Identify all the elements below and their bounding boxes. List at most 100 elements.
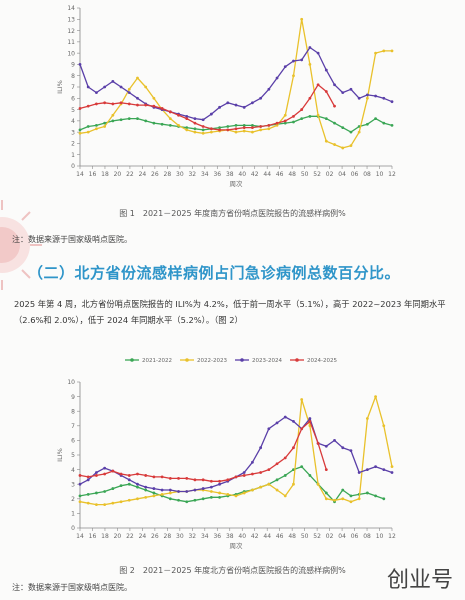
series-point-2023-2024 <box>341 446 345 450</box>
x-tick-label: 42 <box>251 533 259 540</box>
series-point-2023-2024 <box>324 68 328 72</box>
legend-label: 2024-2025 <box>307 358 337 364</box>
series-point-2021-2022 <box>160 122 164 126</box>
series-point-2022-2023 <box>365 96 369 100</box>
x-tick-label: 14 <box>76 533 84 540</box>
x-tick-label: 36 <box>213 533 221 540</box>
series-point-2022-2023 <box>111 113 115 117</box>
series-point-2022-2023 <box>185 128 189 132</box>
series-point-2023-2024 <box>267 87 271 91</box>
series-point-2023-2024 <box>365 93 369 97</box>
x-tick-label: 48 <box>288 171 296 178</box>
y-tick-label: 2 <box>71 496 75 503</box>
series-point-2021-2022 <box>185 126 189 130</box>
series-point-2022-2023 <box>168 491 172 495</box>
x-tick-label: 20 <box>114 171 122 178</box>
series-point-2022-2023 <box>251 130 254 134</box>
series-point-2022-2023 <box>234 130 238 134</box>
x-tick-label: 42 <box>251 171 259 178</box>
series-point-2022-2023 <box>78 500 82 504</box>
series-point-2022-2023 <box>267 127 271 131</box>
series-point-2021-2022 <box>119 484 123 488</box>
series-point-2024-2025 <box>127 102 131 106</box>
series-point-2021-2022 <box>177 498 180 502</box>
series-point-2024-2025 <box>251 126 254 130</box>
series-point-2023-2024 <box>283 65 287 69</box>
series-point-2024-2025 <box>111 102 115 106</box>
series-point-2021-2022 <box>251 123 254 127</box>
legend-item-2021-2022: 2021-2022 <box>125 358 172 364</box>
y-tick-label: 4 <box>71 118 75 125</box>
series-point-2023-2024 <box>201 118 205 122</box>
series-point-2021-2022 <box>365 122 369 126</box>
series-line-2024-2025 <box>79 84 336 131</box>
y-tick-label: 13 <box>67 16 75 23</box>
x-tick-label: 44 <box>263 171 271 178</box>
series-point-2021-2022 <box>201 128 205 132</box>
series-point-2022-2023 <box>374 51 377 55</box>
y-tick-label: 14 <box>67 5 75 12</box>
series-point-2022-2023 <box>251 488 254 492</box>
series-point-2021-2022 <box>136 117 139 120</box>
series-point-2023-2024 <box>300 58 304 62</box>
series-point-2022-2023 <box>152 494 156 498</box>
series-point-2021-2022 <box>152 121 156 125</box>
x-tick-label: 36 <box>213 171 221 178</box>
series-point-2024-2025 <box>177 476 180 480</box>
series-point-2021-2022 <box>300 117 304 120</box>
series-point-2023-2024 <box>160 488 164 492</box>
series-point-2023-2024 <box>136 482 139 486</box>
series-point-2024-2025 <box>78 107 82 110</box>
series-point-2022-2023 <box>300 17 304 21</box>
series-point-2022-2023 <box>333 498 336 502</box>
series-point-2023-2024 <box>78 63 82 66</box>
series-point-2024-2025 <box>251 472 254 476</box>
series-point-2023-2024 <box>382 96 386 100</box>
series-line-2021-2022 <box>79 466 385 503</box>
series-point-2022-2023 <box>349 500 353 504</box>
series-point-2024-2025 <box>226 128 230 132</box>
series-point-2022-2023 <box>259 128 263 132</box>
x-tick-label: 32 <box>188 171 196 178</box>
series-point-2024-2025 <box>226 478 230 482</box>
series-point-2021-2022 <box>341 126 345 130</box>
y-tick-label: 5 <box>71 452 75 459</box>
x-tick-label: 28 <box>164 533 172 540</box>
x-tick-label: 08 <box>363 533 371 540</box>
figure-2-note: 注：数据来源于国家级哨点医院。 <box>12 583 132 592</box>
x-tick-label: 40 <box>238 533 246 540</box>
series-point-2022-2023 <box>324 497 328 501</box>
series-point-2023-2024 <box>374 94 377 98</box>
series-point-2023-2024 <box>390 471 394 474</box>
series-point-2024-2025 <box>168 476 172 480</box>
figure-1-note: 注：数据来源于国家级哨点医院。 <box>12 235 132 244</box>
series-point-2024-2025 <box>152 475 156 479</box>
series-point-2021-2022 <box>283 474 287 477</box>
series-point-2024-2025 <box>119 101 123 105</box>
x-tick-label: 50 <box>301 533 309 540</box>
series-point-2022-2023 <box>127 87 131 91</box>
series-point-2021-2022 <box>308 474 312 477</box>
series-point-2024-2025 <box>136 103 139 107</box>
series-point-2022-2023 <box>259 485 263 489</box>
series-point-2022-2023 <box>86 501 90 505</box>
series-point-2021-2022 <box>218 495 221 499</box>
series-point-2024-2025 <box>300 427 304 431</box>
series-point-2023-2024 <box>111 79 115 83</box>
series-point-2023-2024 <box>357 471 361 474</box>
x-tick-label: 24 <box>139 171 147 178</box>
series-point-2021-2022 <box>349 494 353 498</box>
series-point-2024-2025 <box>136 472 139 476</box>
series-point-2024-2025 <box>283 119 287 123</box>
series-point-2022-2023 <box>374 395 377 398</box>
x-tick-label: 22 <box>126 171 134 178</box>
series-point-2024-2025 <box>103 472 107 476</box>
series-point-2022-2023 <box>316 482 320 486</box>
series-point-2021-2022 <box>283 121 287 125</box>
series-point-2023-2024 <box>324 444 328 448</box>
y-tick-label: 6 <box>71 438 75 445</box>
series-point-2024-2025 <box>78 474 82 477</box>
section-paragraph: 2025 年第 4 周，北方省份哨点医院报告的 ILI%为 4.2%，低于前一周… <box>14 299 446 325</box>
series-point-2023-2024 <box>374 465 377 469</box>
series-line-2023-2024 <box>79 46 393 121</box>
